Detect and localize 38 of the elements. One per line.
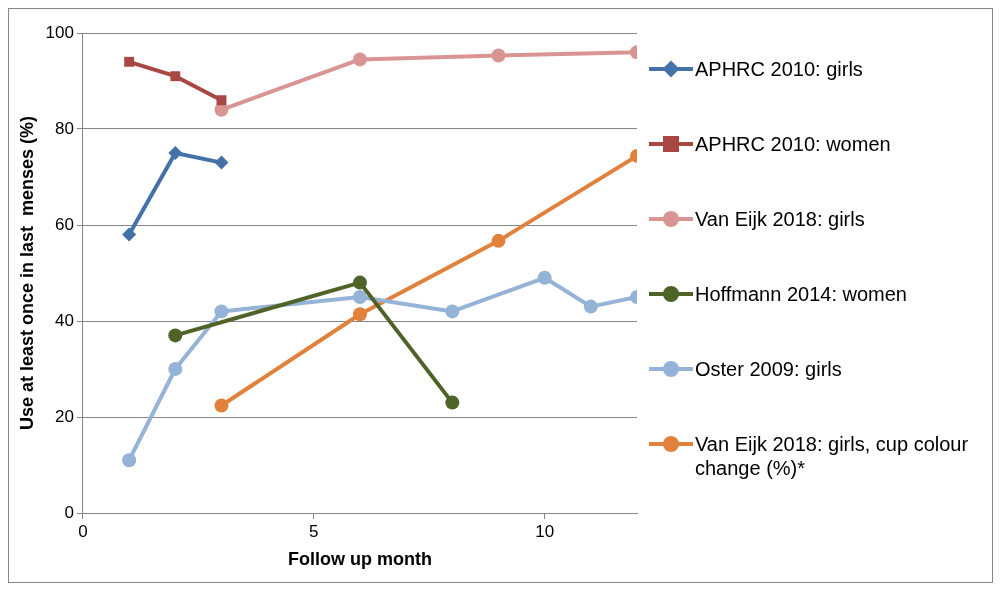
point: [168, 146, 183, 160]
y-tick-label: 60: [55, 214, 74, 234]
y-tick-label: 80: [55, 118, 74, 138]
point: [122, 227, 137, 242]
point: [352, 290, 367, 304]
y-tick-label: 40: [55, 310, 74, 330]
point: [214, 155, 229, 170]
point: [352, 275, 367, 290]
legend-label: Van Eijk 2018: girls, cup colour change (%)*: [695, 432, 970, 480]
x-axis-title: Follow up month: [288, 549, 432, 570]
point: [214, 304, 229, 319]
point: [168, 328, 183, 343]
point: [583, 299, 598, 314]
point: [214, 398, 229, 413]
point: [352, 307, 367, 322]
y-axis-title: Use at least once in last menses (%): [16, 115, 37, 431]
legend-label: APHRC 2010: girls: [695, 57, 863, 81]
point: [445, 395, 460, 410]
y-tick-label: 0: [64, 502, 74, 522]
point: [170, 71, 181, 82]
y-tick-label: 20: [55, 406, 74, 426]
x-tick-label: 0: [78, 521, 88, 541]
point: [491, 233, 506, 248]
legend-label: Van Eijk 2018: girls: [695, 207, 865, 231]
y-tick-label: 100: [45, 22, 74, 42]
legend-label: Oster 2009: girls: [695, 357, 842, 381]
point: [445, 304, 460, 319]
point: [352, 52, 367, 67]
point: [122, 453, 137, 468]
legend-label: APHRC 2010: women: [695, 132, 891, 156]
point: [168, 362, 183, 376]
x-tick-label: 5: [309, 521, 319, 541]
legend-label: Hoffmann 2014: women: [695, 282, 907, 306]
x-tick-label: 10: [535, 521, 555, 541]
point: [491, 48, 506, 63]
point: [124, 56, 135, 67]
point: [537, 270, 552, 285]
point: [216, 95, 227, 106]
